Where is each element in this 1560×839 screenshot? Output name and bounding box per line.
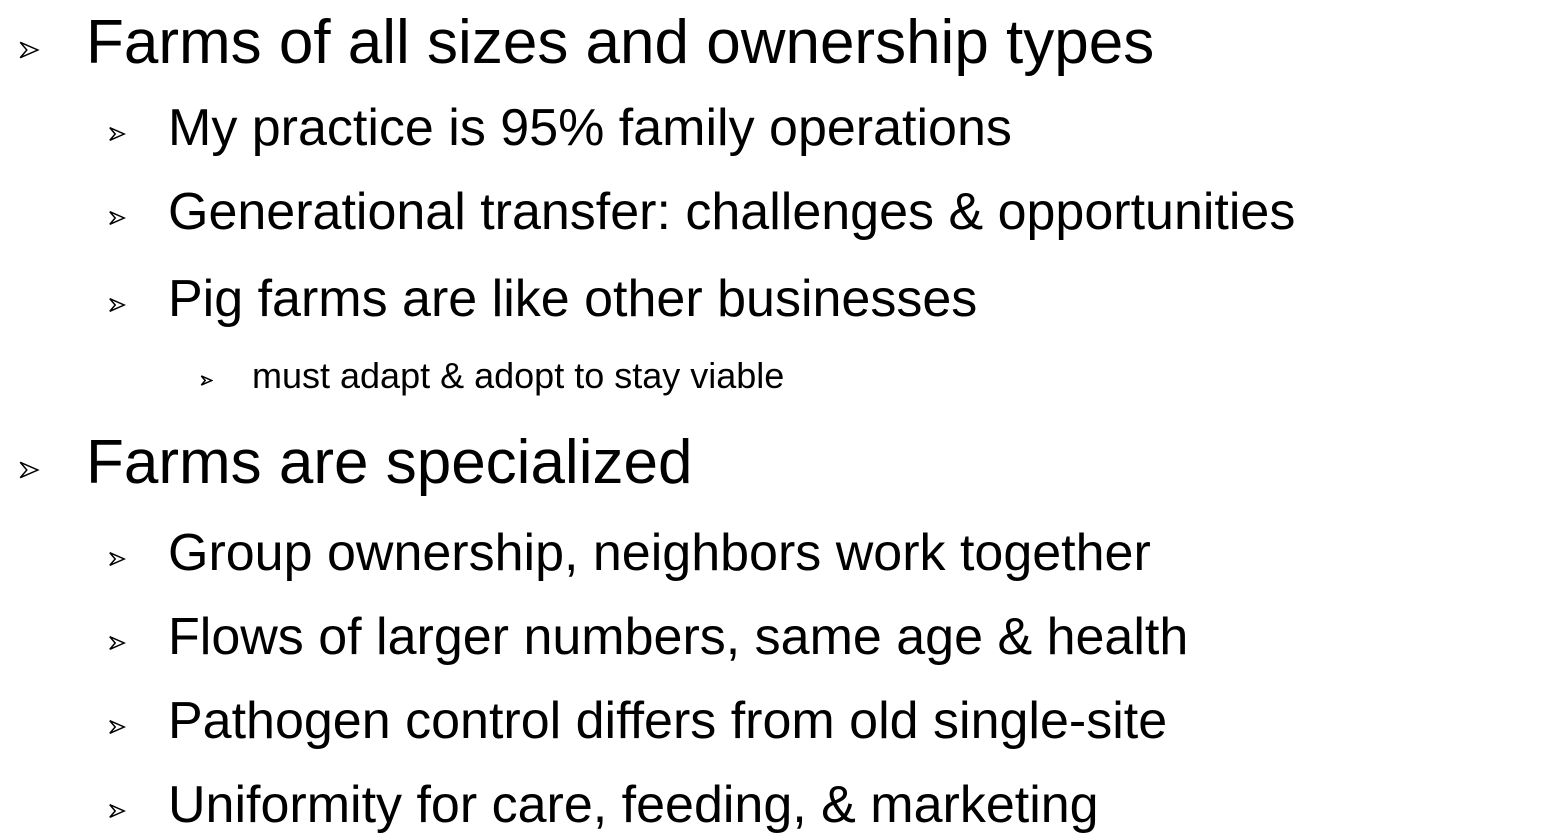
bullet-text: Generational transfer: challenges & oppo… <box>168 183 1296 241</box>
bullet-text: Pig farms are like other businesses <box>168 270 978 328</box>
bullet-text: My practice is 95% family operations <box>168 99 1012 157</box>
bullet-text: must adapt & adopt to stay viable <box>252 355 785 396</box>
bullet-arrow <box>109 211 126 226</box>
bullet-arrow <box>109 636 126 651</box>
bullet-text: Pathogen control differs from old single… <box>168 692 1168 750</box>
bullet-text: Uniformity for care, feeding, & marketin… <box>168 776 1099 834</box>
bullet-arrow <box>109 720 126 735</box>
bullet-arrow <box>109 298 126 313</box>
bullet-text: Flows of larger numbers, same age & heal… <box>168 608 1189 666</box>
bullet-arrow <box>19 462 40 479</box>
bullet-text: Farms are specialized <box>86 428 693 497</box>
bullet-arrow <box>19 42 40 59</box>
bullet-arrow <box>109 552 126 567</box>
bullet-text: Group ownership, neighbors work together <box>168 524 1151 582</box>
bullet-arrow <box>109 804 126 819</box>
bullet-arrow <box>200 375 213 386</box>
bullet-arrow <box>109 127 126 142</box>
bullet-text: Farms of all sizes and ownership types <box>86 8 1155 77</box>
